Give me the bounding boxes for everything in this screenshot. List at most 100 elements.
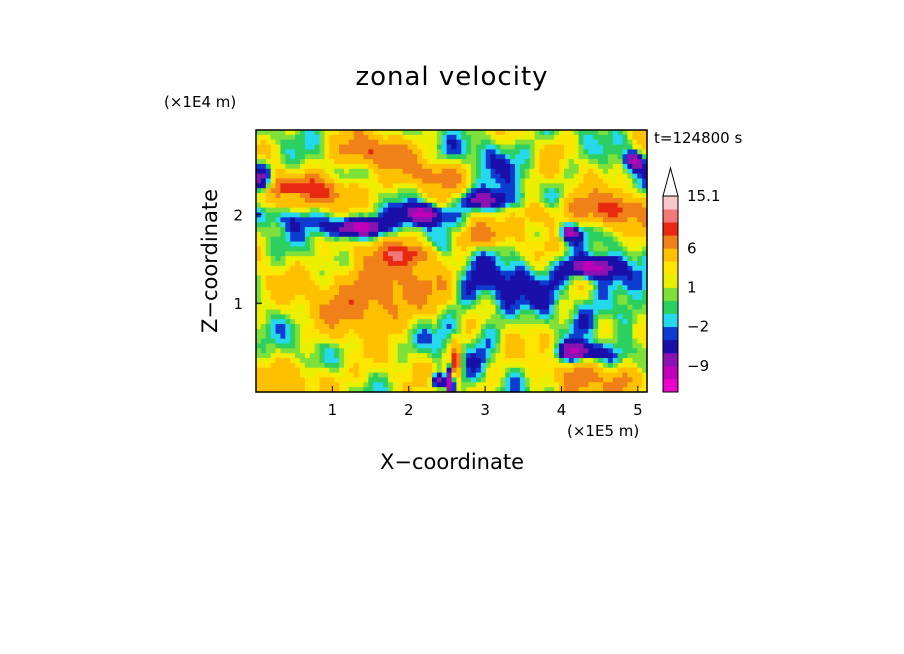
heatmap-cell (554, 144, 560, 151)
heatmap-cell (260, 217, 267, 223)
heatmap-cell (475, 328, 482, 335)
heatmap-cell (290, 241, 296, 248)
heatmap-cell (422, 387, 428, 393)
heatmap-cell (412, 324, 418, 330)
heatmap-cell (495, 227, 501, 233)
heatmap-cell (368, 236, 374, 243)
heatmap-cell (519, 236, 526, 243)
heatmap-cell (578, 159, 585, 165)
heatmap-cell (607, 173, 614, 180)
heatmap-cell (397, 241, 404, 248)
heatmap-cell (617, 154, 624, 160)
heatmap-cell (358, 319, 365, 325)
heatmap-cell (299, 163, 306, 170)
heatmap-cell (295, 130, 301, 136)
heatmap-cell (427, 139, 433, 146)
heatmap-cell (339, 173, 345, 180)
heatmap-cell (260, 173, 267, 180)
heatmap-cell (402, 377, 409, 383)
heatmap-cell (319, 324, 326, 330)
heatmap-cell (309, 207, 316, 214)
heatmap-cell (627, 372, 633, 379)
heatmap-cell (515, 343, 521, 349)
heatmap-cell (431, 299, 438, 306)
heatmap-cell (358, 246, 365, 252)
heatmap-cell (299, 309, 306, 315)
heatmap-cell (412, 193, 418, 199)
heatmap-cell (358, 299, 365, 306)
heatmap-cell (256, 227, 262, 233)
heatmap-cell (451, 290, 457, 296)
heatmap-cell (275, 168, 282, 175)
heatmap-cell (265, 314, 272, 320)
heatmap-cell (295, 231, 301, 238)
heatmap-cell (427, 256, 433, 262)
heatmap-cell (632, 188, 638, 194)
heatmap-cell (500, 163, 506, 170)
heatmap-cell (598, 372, 604, 379)
heatmap-cell (593, 387, 599, 393)
heatmap-cell (603, 163, 609, 170)
heatmap-cell (295, 314, 301, 320)
y-axis-title: Z−coordinate (198, 189, 222, 333)
heatmap-cell (466, 144, 472, 151)
heatmap-cell (265, 362, 272, 369)
heatmap-cell (490, 202, 497, 209)
heatmap-cell (578, 353, 585, 359)
heatmap-cell (329, 207, 335, 214)
heatmap-cell (280, 367, 286, 374)
heatmap-cell (363, 207, 370, 214)
heatmap-cell (290, 367, 296, 374)
heatmap-cell (353, 275, 360, 282)
heatmap-cell (358, 144, 365, 151)
heatmap-cell (265, 372, 272, 379)
heatmap-cell (642, 265, 648, 272)
heatmap-cell (363, 130, 370, 136)
heatmap-cell (554, 387, 560, 393)
heatmap-cell (314, 333, 321, 340)
heatmap-cell (578, 343, 585, 349)
heatmap-cell (612, 270, 619, 277)
heatmap-cell (353, 188, 360, 194)
heatmap-cell (285, 236, 291, 243)
heatmap-cell (510, 328, 516, 335)
heatmap-cell (407, 265, 413, 272)
heatmap-cell (622, 207, 629, 214)
heatmap-cell (529, 256, 536, 262)
heatmap-cell (368, 338, 374, 345)
heatmap-cell (466, 333, 472, 340)
heatmap-cell (529, 382, 536, 388)
heatmap-cell (402, 236, 409, 243)
heatmap-cell (490, 251, 497, 257)
heatmap-cell (309, 338, 316, 345)
heatmap-cell (348, 246, 355, 252)
heatmap-cell (637, 309, 643, 315)
heatmap-cell (637, 212, 643, 218)
heatmap-cell (471, 319, 477, 325)
heatmap-cell (524, 314, 531, 320)
heatmap-cell (588, 231, 594, 238)
heatmap-cell (451, 353, 457, 359)
heatmap-cell (256, 285, 262, 291)
heatmap-cell (568, 168, 575, 175)
heatmap-cell (358, 168, 365, 175)
heatmap-cell (417, 202, 423, 209)
heatmap-cell (295, 275, 301, 282)
heatmap-cell (319, 387, 326, 393)
heatmap-cell (451, 294, 457, 301)
heatmap-cell (256, 241, 262, 248)
heatmap-cell (563, 353, 570, 359)
heatmap-cell (632, 358, 638, 364)
heatmap-cell (568, 130, 575, 136)
heatmap-cell (471, 173, 477, 180)
heatmap-cell (392, 261, 399, 267)
heatmap-cell (485, 309, 492, 315)
heatmap-cell (603, 144, 609, 151)
heatmap-cell (573, 154, 580, 160)
heatmap-cell (256, 251, 262, 257)
heatmap-cell (500, 236, 506, 243)
heatmap-cell (446, 367, 453, 374)
heatmap-cell (265, 270, 272, 277)
heatmap-cell (490, 139, 497, 146)
heatmap-cell (559, 362, 565, 369)
